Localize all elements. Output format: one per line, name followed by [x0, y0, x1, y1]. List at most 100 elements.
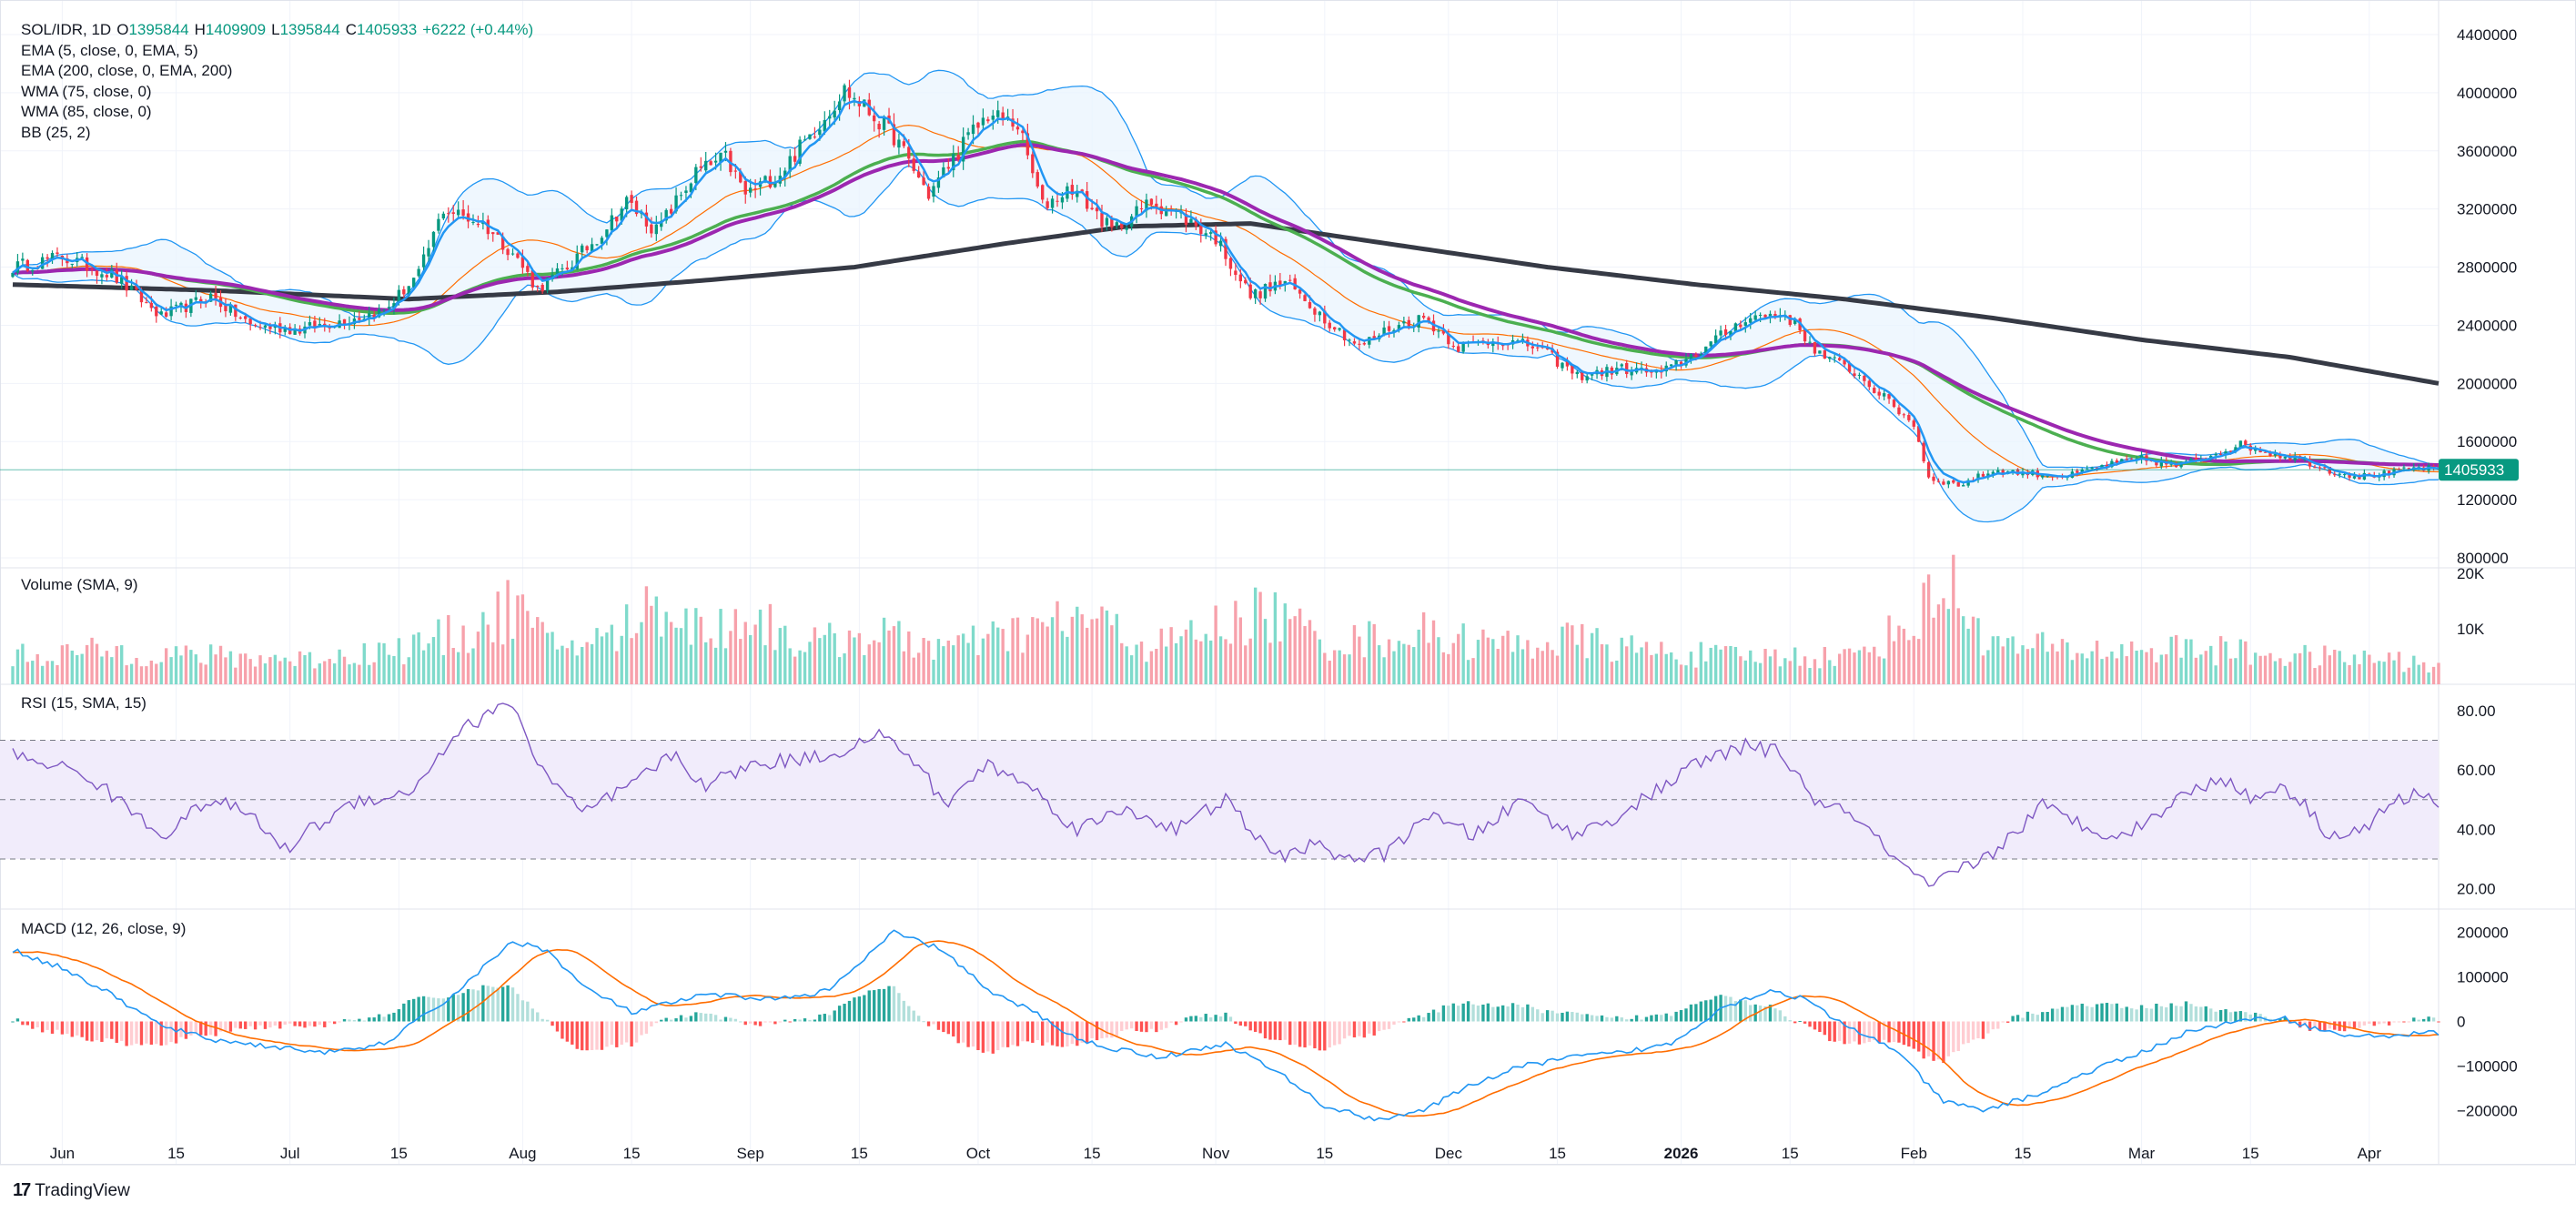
volume-bar[interactable] [1996, 636, 2000, 684]
macd-histogram-bar[interactable] [2174, 1006, 2178, 1022]
volume-bar[interactable] [1387, 639, 1391, 684]
macd-histogram-bar[interactable] [1565, 1011, 1570, 1022]
candle[interactable] [1788, 315, 1792, 326]
volume-bar[interactable] [912, 657, 915, 684]
volume-bar[interactable] [2204, 651, 2207, 684]
volume-bar[interactable] [1427, 642, 1430, 684]
macd-histogram-bar[interactable] [1981, 1021, 1985, 1039]
macd-histogram-bar[interactable] [2050, 1008, 2055, 1022]
macd-histogram-bar[interactable] [135, 1021, 138, 1044]
volume-bar[interactable] [565, 648, 570, 684]
macd-histogram-bar[interactable] [332, 1021, 337, 1025]
macd-line[interactable] [12, 929, 2440, 1122]
macd-histogram-bar[interactable] [660, 1019, 663, 1022]
volume-bar[interactable] [1684, 665, 1688, 684]
candle[interactable] [2041, 475, 2045, 478]
macd-histogram-bar[interactable] [2362, 1021, 2367, 1026]
macd-histogram-bar[interactable] [1333, 1021, 1337, 1046]
volume-bar[interactable] [155, 663, 158, 684]
volume-bar[interactable] [1011, 618, 1015, 684]
volume-bar[interactable] [1447, 653, 1450, 684]
macd-histogram-bar[interactable] [664, 1017, 668, 1022]
macd-histogram-bar[interactable] [853, 997, 856, 1022]
macd-histogram-bar[interactable] [1392, 1021, 1396, 1026]
macd-histogram-bar[interactable] [1520, 1006, 1525, 1022]
macd-histogram-bar[interactable] [70, 1021, 74, 1037]
candle[interactable] [2080, 469, 2084, 473]
volume-bar[interactable] [882, 617, 886, 684]
macd-histogram-bar[interactable] [456, 995, 460, 1022]
volume-bar[interactable] [208, 644, 213, 684]
volume-bar[interactable] [867, 644, 871, 684]
macd-histogram-bar[interactable] [1961, 1021, 1965, 1045]
candle[interactable] [936, 177, 941, 188]
candle[interactable] [2001, 470, 2005, 475]
candle[interactable] [1877, 391, 1881, 396]
candle[interactable] [234, 304, 237, 318]
candle[interactable] [1431, 320, 1436, 332]
volume-bar[interactable] [1323, 652, 1327, 684]
candle[interactable] [90, 268, 94, 270]
candle[interactable] [615, 216, 619, 222]
candle[interactable] [630, 195, 633, 203]
candle[interactable] [1457, 346, 1460, 352]
macd-histogram-bar[interactable] [2179, 1006, 2183, 1022]
macd-histogram-bar[interactable] [1135, 1021, 1138, 1031]
macd-histogram-bar[interactable] [234, 1021, 237, 1028]
macd-histogram-bar[interactable] [748, 1021, 753, 1024]
volume-bar[interactable] [729, 631, 732, 684]
macd-histogram-bar[interactable] [2308, 1021, 2312, 1031]
volume-bar[interactable] [1402, 643, 1406, 684]
candle[interactable] [2308, 459, 2312, 467]
candle[interactable] [441, 213, 446, 219]
candle[interactable] [1268, 282, 1272, 292]
macd-histogram-bar[interactable] [1397, 1021, 1401, 1023]
macd-histogram-bar[interactable] [1461, 1003, 1465, 1022]
macd-histogram-bar[interactable] [1431, 1009, 1436, 1022]
volume-bar[interactable] [288, 661, 292, 684]
macd-histogram-bar[interactable] [956, 1021, 960, 1044]
volume-bar[interactable] [2001, 646, 2005, 684]
candle[interactable] [1520, 339, 1525, 340]
volume-bar[interactable] [595, 628, 599, 684]
volume-bar[interactable] [447, 614, 450, 684]
macd-histogram-bar[interactable] [238, 1021, 242, 1029]
volume-bar[interactable] [1674, 659, 1678, 684]
candle[interactable] [1323, 310, 1327, 324]
macd-histogram-bar[interactable] [778, 1021, 783, 1023]
volume-bar[interactable] [2273, 661, 2278, 684]
candle[interactable] [80, 257, 84, 258]
macd-histogram-bar[interactable] [803, 1018, 807, 1022]
macd-histogram-bar[interactable] [2313, 1021, 2317, 1028]
candle[interactable] [1352, 341, 1357, 344]
volume-bar[interactable] [873, 640, 876, 684]
candle[interactable] [500, 236, 505, 250]
volume-bar[interactable] [1922, 582, 1925, 684]
volume-bar[interactable] [2431, 666, 2436, 684]
volume-bar[interactable] [2268, 652, 2272, 684]
macd-histogram-bar[interactable] [1669, 1016, 1673, 1022]
volume-bar[interactable] [1486, 637, 1490, 684]
candle[interactable] [283, 328, 287, 332]
macd-histogram-bar[interactable] [733, 1018, 738, 1022]
macd-histogram-bar[interactable] [2348, 1021, 2351, 1029]
macd-histogram-bar[interactable] [1110, 1021, 1114, 1038]
volume-bar[interactable] [1066, 636, 1069, 684]
volume-bar[interactable] [1788, 661, 1792, 684]
macd-histogram-bar[interactable] [382, 1016, 386, 1022]
candle[interactable] [2303, 458, 2307, 460]
candle[interactable] [897, 139, 901, 148]
volume-bar[interactable] [481, 612, 485, 684]
macd-histogram-bar[interactable] [620, 1021, 623, 1046]
candle[interactable] [991, 116, 995, 120]
macd-histogram-bar[interactable] [2333, 1021, 2337, 1030]
volume-bar[interactable] [1952, 554, 1955, 684]
candle[interactable] [1288, 279, 1292, 281]
volume-bar[interactable] [66, 643, 69, 684]
volume-bar[interactable] [1605, 644, 1609, 684]
macd-histogram-bar[interactable] [2080, 1003, 2084, 1022]
macd-histogram-bar[interactable] [2204, 1006, 2207, 1022]
macd-histogram-bar[interactable] [650, 1021, 653, 1026]
macd-histogram-bar[interactable] [1352, 1021, 1357, 1038]
candle[interactable] [159, 311, 163, 315]
